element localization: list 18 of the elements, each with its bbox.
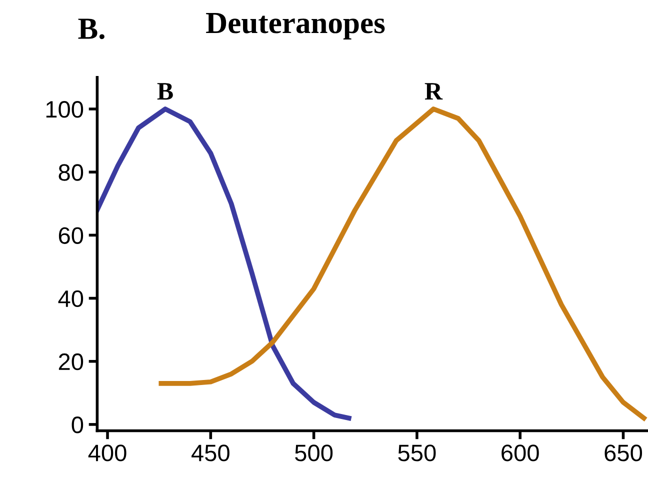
annotation: B <box>157 83 173 100</box>
x-tick-label: 500 <box>295 444 333 462</box>
y-tick-label: 0 <box>72 416 84 434</box>
line-series <box>97 106 352 421</box>
x-tick-label: 650 <box>604 444 642 462</box>
chart-title: Deuteranopes <box>206 12 385 40</box>
annotation: R <box>424 83 443 100</box>
y-tick-label: 40 <box>58 290 84 308</box>
y-tick-label: 100 <box>46 101 84 118</box>
text: B. <box>78 18 104 40</box>
line-series <box>158 106 646 421</box>
x-tick-label: 450 <box>192 444 230 462</box>
x-tick-label: 400 <box>88 444 126 462</box>
x-tick-label: 550 <box>398 444 436 462</box>
y-tick-label: 60 <box>58 227 84 244</box>
y-tick-label: 20 <box>58 353 84 370</box>
y-tick-label: 80 <box>58 164 84 181</box>
x-tick-label: 600 <box>502 444 539 462</box>
